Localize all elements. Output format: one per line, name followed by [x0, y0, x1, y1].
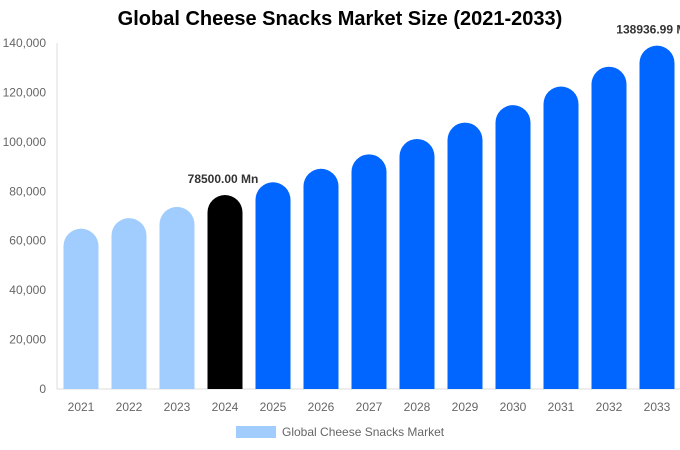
bar-2023	[159, 206, 195, 389]
y-tick-label: 100,000	[3, 135, 47, 149]
bar-2027	[351, 154, 387, 389]
x-tick-label: 2022	[116, 400, 143, 414]
bar-2029	[447, 122, 483, 389]
data-label: 78500.00 Mn	[188, 172, 259, 186]
legend-label: Global Cheese Snacks Market	[282, 425, 445, 439]
y-tick-label: 0	[39, 382, 46, 396]
x-tick-label: 2031	[548, 400, 575, 414]
bar-2032	[591, 66, 627, 390]
x-tick-label: 2024	[212, 400, 239, 414]
data-label: 138936.99 Mn	[616, 23, 680, 37]
x-tick-label: 2028	[404, 400, 431, 414]
x-tick-label: 2023	[164, 400, 191, 414]
y-tick-label: 140,000	[3, 36, 47, 50]
y-tick-label: 60,000	[9, 234, 46, 248]
x-tick-label: 2021	[68, 400, 95, 414]
bar-2033	[639, 45, 675, 390]
x-tick-label: 2032	[596, 400, 623, 414]
legend[interactable]: Global Cheese Snacks Market	[236, 425, 444, 439]
y-tick-label: 20,000	[9, 333, 46, 347]
legend-swatch	[236, 426, 276, 438]
bar-2026	[303, 168, 339, 389]
bar-2028	[399, 138, 435, 389]
x-tick-label: 2025	[260, 400, 287, 414]
bar-2030	[495, 105, 531, 389]
x-tick-label: 2026	[308, 400, 335, 414]
chart-title: Global Cheese Snacks Market Size (2021-2…	[117, 8, 563, 30]
bar-2024	[207, 194, 243, 389]
bar-2022	[111, 218, 147, 389]
x-tick-label: 2029	[452, 400, 479, 414]
x-tick-label: 2030	[500, 400, 527, 414]
x-tick-label: 2033	[644, 400, 671, 414]
y-tick-label: 40,000	[9, 283, 46, 297]
bar-2031	[543, 86, 579, 390]
bar-2021	[63, 228, 99, 389]
y-tick-label: 120,000	[3, 85, 47, 99]
x-tick-label: 2027	[356, 400, 383, 414]
y-tick-label: 80,000	[9, 184, 46, 198]
bar-2025	[255, 182, 291, 389]
